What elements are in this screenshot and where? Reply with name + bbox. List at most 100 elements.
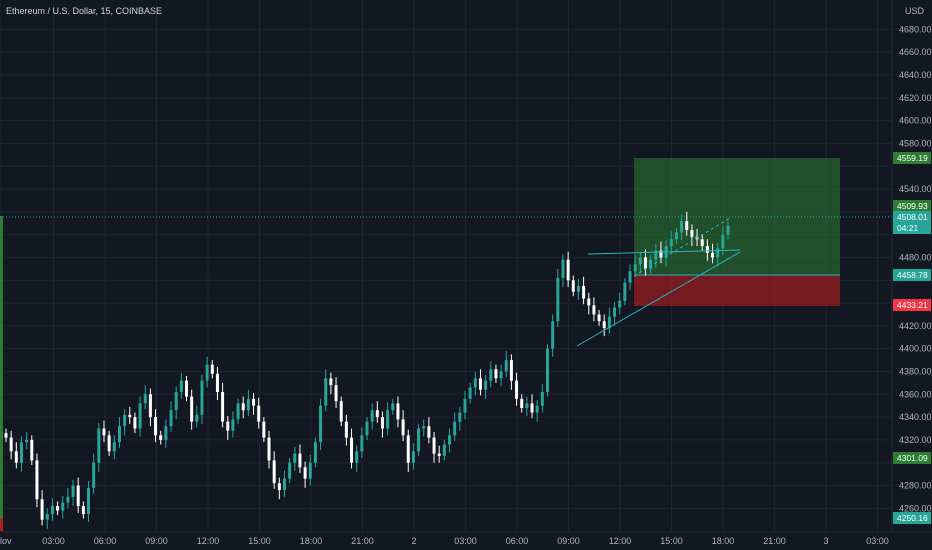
candle[interactable]: [556, 268, 560, 328]
candle[interactable]: [669, 231, 673, 253]
candle[interactable]: [215, 366, 219, 400]
candle[interactable]: [546, 344, 549, 397]
candle[interactable]: [257, 397, 261, 429]
candle[interactable]: [148, 388, 152, 427]
candle[interactable]: [386, 402, 390, 436]
trendline-lower[interactable]: [576, 251, 741, 347]
candle[interactable]: [705, 239, 709, 261]
candle[interactable]: [391, 398, 395, 415]
candle[interactable]: [185, 376, 188, 402]
candle[interactable]: [690, 224, 694, 247]
candle[interactable]: [607, 307, 611, 334]
candle[interactable]: [442, 439, 446, 461]
trendline-dashed[interactable]: [633, 217, 731, 277]
candle[interactable]: [334, 377, 338, 408]
candle[interactable]: [339, 396, 343, 427]
candle[interactable]: [674, 227, 678, 244]
candle[interactable]: [576, 279, 580, 300]
candle[interactable]: [102, 420, 106, 443]
candle[interactable]: [427, 417, 431, 444]
candle[interactable]: [463, 390, 467, 420]
candle[interactable]: [81, 501, 85, 519]
candle[interactable]: [499, 364, 503, 387]
candle[interactable]: [344, 414, 348, 446]
stop-zone[interactable]: [634, 275, 840, 306]
candle[interactable]: [685, 211, 689, 236]
candle[interactable]: [9, 430, 13, 460]
candle[interactable]: [246, 389, 250, 416]
candle[interactable]: [190, 389, 194, 430]
candle[interactable]: [489, 361, 493, 388]
candle[interactable]: [71, 479, 75, 507]
candle[interactable]: [509, 354, 513, 390]
candle[interactable]: [210, 360, 214, 379]
candle[interactable]: [494, 364, 498, 383]
candle[interactable]: [205, 356, 209, 388]
candle[interactable]: [303, 461, 307, 488]
candle[interactable]: [478, 369, 482, 396]
candle[interactable]: [525, 396, 529, 416]
candle[interactable]: [319, 398, 323, 451]
candle[interactable]: [277, 477, 281, 500]
candle[interactable]: [458, 406, 462, 431]
candle[interactable]: [231, 411, 235, 438]
candle[interactable]: [566, 251, 570, 288]
candle[interactable]: [97, 422, 101, 472]
candle[interactable]: [355, 445, 359, 472]
candle[interactable]: [61, 495, 65, 519]
candle[interactable]: [726, 220, 730, 240]
candle[interactable]: [613, 301, 617, 326]
candle[interactable]: [711, 243, 715, 264]
candle[interactable]: [473, 371, 477, 396]
candle[interactable]: [236, 398, 240, 424]
candle[interactable]: [179, 372, 183, 399]
candle[interactable]: [195, 405, 199, 428]
candle[interactable]: [551, 314, 555, 357]
candle[interactable]: [504, 350, 508, 378]
candle[interactable]: [169, 401, 173, 432]
candle[interactable]: [128, 406, 132, 424]
candle[interactable]: [571, 275, 575, 297]
candle[interactable]: [654, 243, 658, 268]
candle[interactable]: [133, 412, 137, 434]
trendline-upper[interactable]: [587, 249, 741, 255]
candle[interactable]: [14, 442, 18, 469]
drawings[interactable]: [576, 217, 741, 347]
candle[interactable]: [262, 417, 266, 443]
candle[interactable]: [138, 396, 142, 437]
candle[interactable]: [154, 409, 158, 443]
candle[interactable]: [437, 445, 441, 463]
candle[interactable]: [293, 446, 297, 471]
candle[interactable]: [448, 428, 452, 453]
candle[interactable]: [417, 423, 421, 456]
candle[interactable]: [282, 470, 286, 497]
candle[interactable]: [252, 393, 256, 415]
candle[interactable]: [200, 374, 204, 424]
candle[interactable]: [226, 415, 230, 440]
candle[interactable]: [221, 382, 225, 428]
candle[interactable]: [716, 242, 720, 267]
candle[interactable]: [40, 490, 44, 526]
candle[interactable]: [623, 277, 627, 306]
candle[interactable]: [638, 251, 642, 274]
candle[interactable]: [159, 430, 163, 445]
candle[interactable]: [50, 498, 54, 521]
candle[interactable]: [515, 372, 519, 406]
candle[interactable]: [406, 429, 410, 472]
candle[interactable]: [92, 453, 96, 494]
candle[interactable]: [618, 292, 622, 315]
candle[interactable]: [380, 411, 384, 438]
candle[interactable]: [143, 385, 147, 410]
time-axis[interactable]: lov 03:00 06:00 09:00 12:00 15:00 18:00 21:00 2 0…: [0, 536, 889, 546]
candle[interactable]: [453, 412, 457, 442]
candle[interactable]: [164, 419, 168, 448]
candle[interactable]: [628, 264, 632, 291]
candle[interactable]: [700, 234, 704, 251]
candle[interactable]: [117, 417, 121, 448]
candle[interactable]: [45, 508, 49, 529]
candle[interactable]: [313, 437, 317, 468]
candle[interactable]: [324, 369, 328, 412]
candle[interactable]: [520, 394, 524, 413]
candle[interactable]: [401, 410, 405, 442]
